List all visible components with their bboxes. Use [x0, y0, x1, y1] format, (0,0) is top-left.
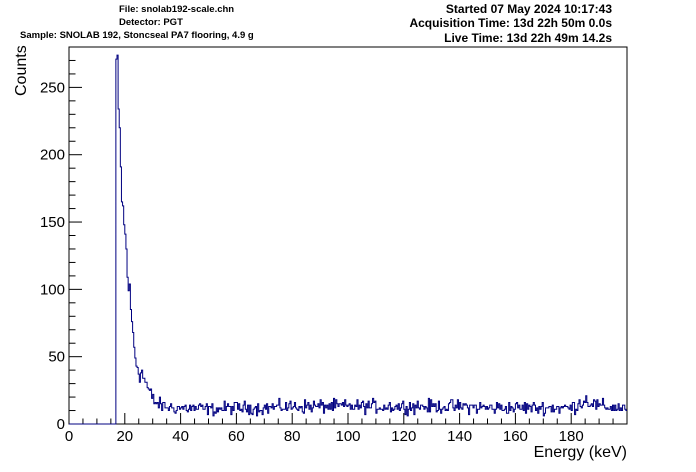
- x-tick-label: 140: [447, 428, 472, 445]
- detector-label: Detector: PGT: [119, 17, 183, 28]
- x-tick-label: 40: [172, 428, 189, 445]
- acquisition-time-label: Acquisition Time: 13d 22h 50m 0.0s: [409, 16, 612, 30]
- y-tick-label: 0: [57, 416, 65, 433]
- y-tick-label: 150: [40, 214, 65, 231]
- plot-frame: [68, 46, 628, 425]
- live-time-label: Live Time: 13d 22h 49m 14.2s: [444, 31, 612, 45]
- x-axis-ticks: 0 20 40 60 80 100 120 140 160 180: [65, 413, 628, 445]
- y-axis-ticks: 0 50 100 150 200 250: [40, 46, 82, 433]
- x-tick-label: 0: [65, 428, 73, 445]
- y-tick-label: 50: [48, 349, 65, 366]
- x-tick-label: 160: [503, 428, 528, 445]
- y-axis-label: Counts: [13, 45, 30, 96]
- y-tick-label: 100: [40, 281, 65, 298]
- x-tick-label: 80: [284, 428, 301, 445]
- file-label: File: snolab192-scale.chn: [119, 4, 235, 15]
- spectrum-histogram-line: [69, 54, 627, 425]
- x-tick-label: 20: [116, 428, 133, 445]
- x-tick-label: 60: [228, 428, 245, 445]
- x-tick-label: 120: [391, 428, 416, 445]
- x-tick-label: 180: [559, 428, 584, 445]
- y-tick-label: 250: [40, 79, 65, 96]
- sample-label: Sample: SNOLAB 192, Stoncseal PA7 floori…: [20, 30, 254, 41]
- x-axis-label: Energy (keV): [534, 444, 627, 461]
- y-tick-label: 200: [40, 147, 65, 164]
- started-label: Started 07 May 2024 10:17:43: [445, 2, 612, 16]
- x-tick-label: 100: [335, 428, 360, 445]
